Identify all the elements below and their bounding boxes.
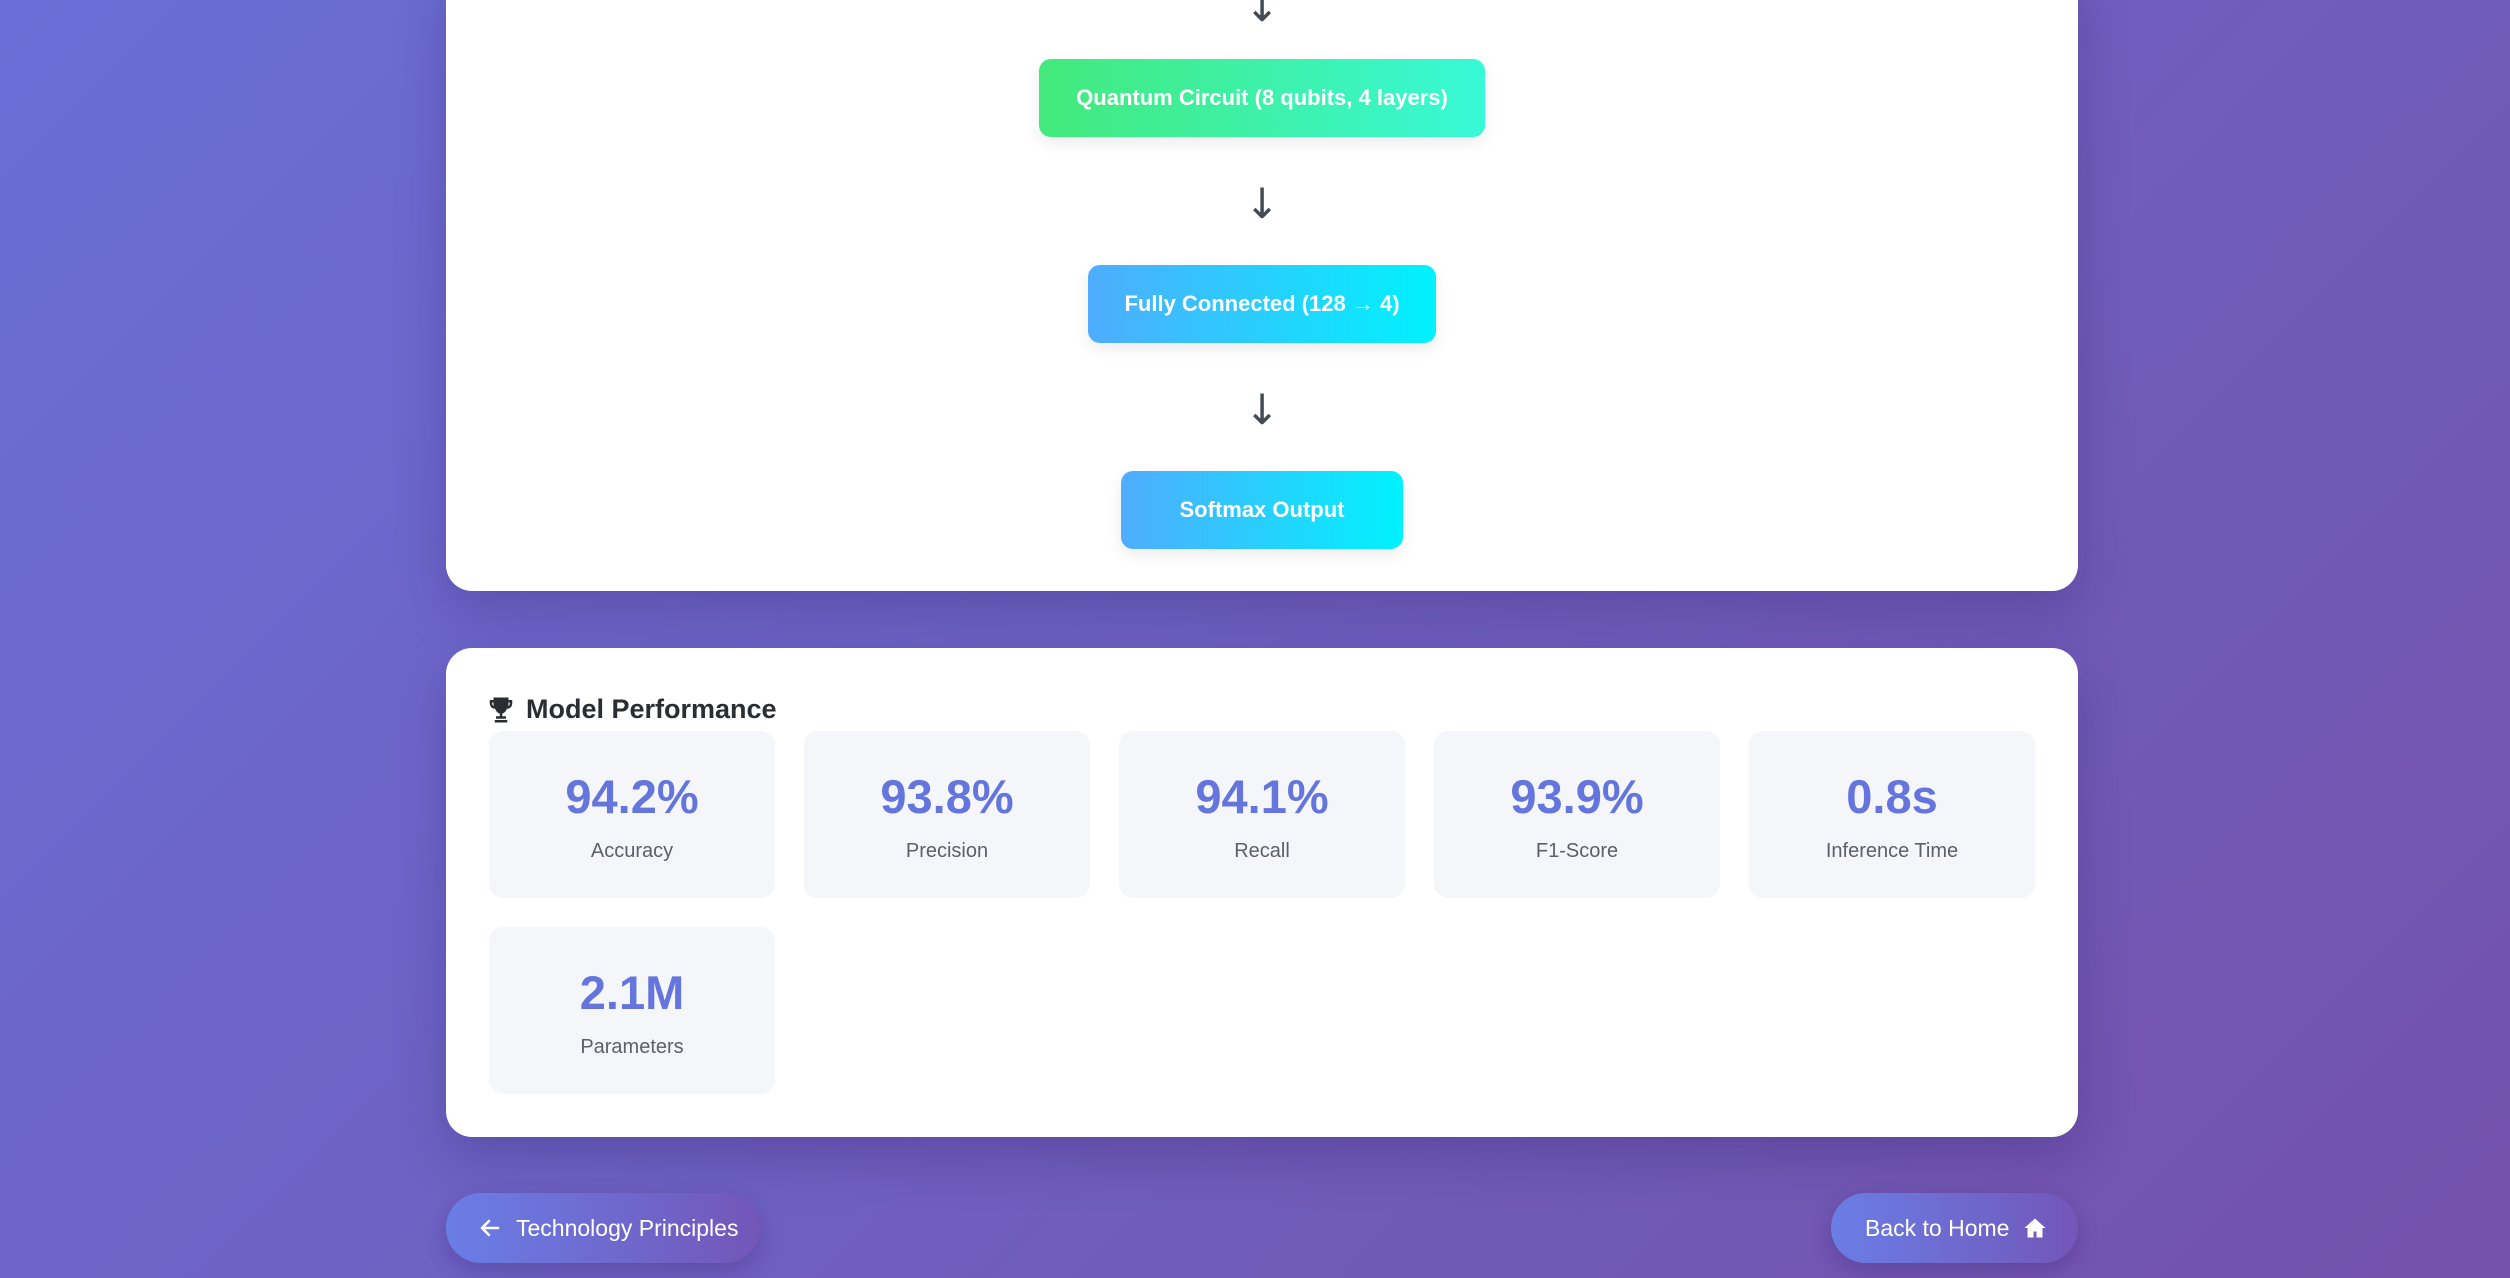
performance-title: Model Performance xyxy=(526,694,777,724)
metric-card-inference-time: 0.8s Inference Time xyxy=(1749,731,2035,898)
metric-value: 2.1M xyxy=(579,966,685,1019)
metric-label: Inference Time xyxy=(1825,840,1959,862)
layer-quantum-circuit: Quantum Circuit (8 qubits, 4 layers) xyxy=(1039,59,1485,137)
metric-card-accuracy: 94.2% Accuracy xyxy=(489,731,775,898)
flow-arrow: ↓ xyxy=(1244,385,1280,434)
metric-label: Recall xyxy=(1234,840,1290,862)
metric-label: Accuracy xyxy=(590,840,674,862)
home-icon xyxy=(2024,1218,2046,1238)
metric-card-recall: 94.1% Recall xyxy=(1119,731,1405,898)
technology-principles-button[interactable]: Technology Principles xyxy=(446,1193,760,1263)
trophy-icon xyxy=(489,697,513,722)
back-to-home-button[interactable]: Back to Home xyxy=(1831,1193,2078,1263)
metric-card-precision: 93.8% Precision xyxy=(804,731,1090,898)
metric-label: F1-Score xyxy=(1535,840,1619,862)
performance-card: Model Performance 94.2% Accuracy 93.8% P… xyxy=(446,648,2078,1137)
metric-value: 93.8% xyxy=(880,770,1014,823)
flow-arrow: ↓ xyxy=(1244,0,1280,31)
layer-softmax-output: Softmax Output xyxy=(1121,471,1403,549)
metric-value: 94.1% xyxy=(1195,770,1329,823)
metric-label: Precision xyxy=(905,840,989,862)
flow-arrow: ↓ xyxy=(1244,179,1280,228)
prev-button-label: Technology Principles xyxy=(516,1214,739,1241)
metric-card-parameters: 2.1M Parameters xyxy=(489,927,775,1094)
metric-card-f1-score: 93.9% F1-Score xyxy=(1434,731,1720,898)
metric-label: Parameters xyxy=(580,1036,684,1058)
architecture-card: ↓ Quantum Circuit (8 qubits, 4 layers) ↓… xyxy=(446,0,2078,591)
metric-value: 0.8s xyxy=(1846,770,1938,823)
metric-value: 94.2% xyxy=(565,770,699,823)
layer-fully-connected: Fully Connected (128 → 4) xyxy=(1088,265,1436,343)
home-button-label: Back to Home xyxy=(1865,1214,2010,1241)
arrow-left-icon xyxy=(480,1219,500,1237)
metric-value: 93.9% xyxy=(1510,770,1644,823)
section-title: Model Performance xyxy=(486,694,777,725)
